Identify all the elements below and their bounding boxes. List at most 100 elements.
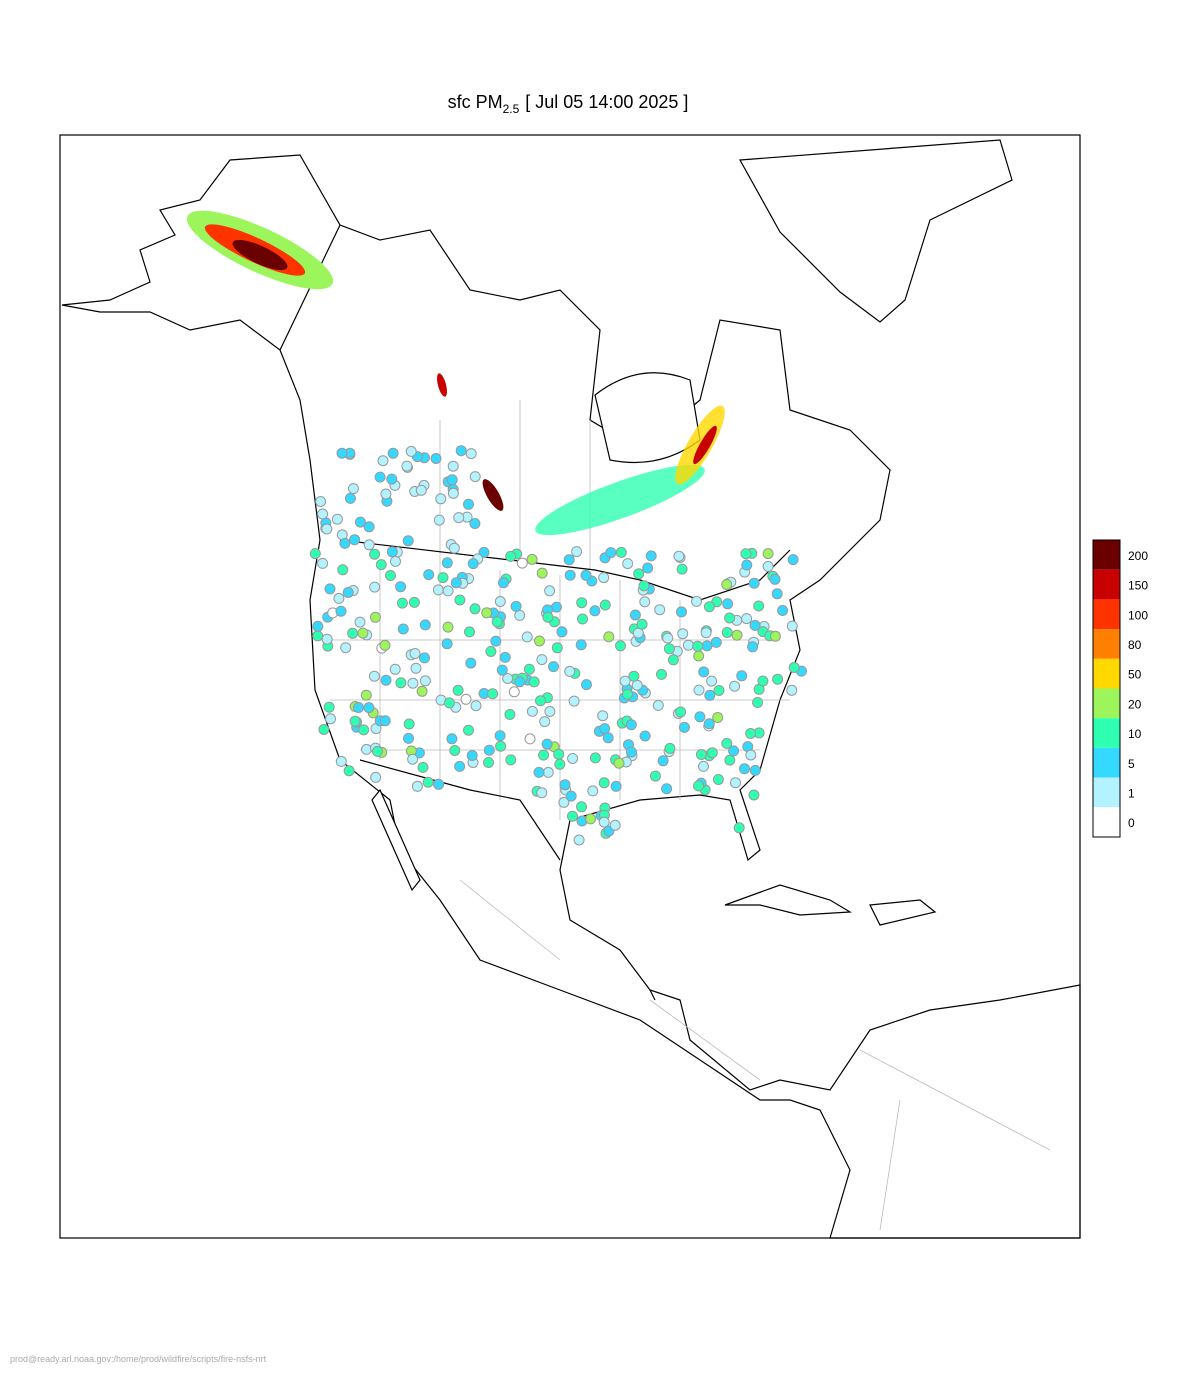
station-dot <box>571 546 583 558</box>
station-dot <box>508 686 520 698</box>
station-dot <box>533 766 545 778</box>
station-dot <box>645 550 657 562</box>
station-dot <box>712 774 724 785</box>
station-dot <box>724 612 736 624</box>
legend-swatch <box>1093 718 1120 748</box>
station-dot <box>535 695 546 707</box>
station-dot <box>342 587 354 598</box>
station-dot <box>752 697 764 708</box>
station-dot <box>441 557 453 569</box>
station-dot <box>675 706 687 718</box>
station-dot <box>682 639 694 651</box>
station-dot <box>442 585 454 597</box>
station-dot <box>467 558 479 570</box>
plume <box>437 373 447 397</box>
legend-swatch <box>1093 747 1120 778</box>
legend-label: 50 <box>1128 668 1142 682</box>
station-dot <box>558 796 570 808</box>
station-dot <box>730 777 741 789</box>
station-dot <box>536 654 548 666</box>
land <box>61 139 1081 1239</box>
footer-path: prod@ready.arl.noaa.gov:/home/prod/wildf… <box>10 1354 267 1364</box>
station-dot <box>598 777 610 789</box>
station-dot <box>622 558 634 570</box>
station-dot <box>423 569 435 581</box>
station-dot <box>536 567 548 579</box>
station-dot <box>387 447 399 459</box>
station-dot <box>721 579 733 590</box>
station-dot <box>385 570 396 581</box>
station-dot <box>631 679 643 691</box>
station-dot <box>777 605 789 616</box>
station-dot <box>736 670 748 682</box>
station-dot <box>713 685 725 696</box>
station-dot <box>494 730 506 742</box>
station-dot <box>411 780 423 792</box>
station-dot <box>389 663 401 675</box>
station-dot <box>602 732 614 744</box>
station-dot <box>728 745 740 757</box>
station-dot <box>336 447 348 459</box>
legend-label: 1 <box>1128 786 1135 800</box>
station-dot <box>589 752 601 764</box>
station-dot <box>521 631 533 643</box>
station-dot <box>740 548 752 560</box>
station-dot <box>419 652 430 664</box>
title-suffix: [ Jul 05 14:00 2025 ] <box>525 92 688 112</box>
station-dot <box>772 673 784 685</box>
legend-label: 80 <box>1128 638 1142 652</box>
station-dot <box>636 618 648 630</box>
station-dot <box>324 583 336 595</box>
station-dot <box>347 627 359 639</box>
station-dot <box>369 581 381 593</box>
station-dot <box>463 498 474 510</box>
station-dot <box>442 621 454 633</box>
legend-swatch <box>1093 569 1120 600</box>
station-dot <box>661 783 673 795</box>
station-dot <box>700 627 712 639</box>
station-dot <box>321 633 333 645</box>
legend-swatch <box>1093 777 1120 808</box>
legend-label: 20 <box>1128 697 1142 711</box>
station-dot <box>415 484 427 496</box>
station-dot <box>375 559 387 571</box>
station-dot <box>390 555 401 567</box>
station-dot <box>642 562 654 574</box>
station-dot <box>505 550 517 562</box>
station-dot <box>748 577 760 589</box>
station-dot <box>786 620 798 632</box>
station-dot <box>495 740 507 752</box>
station-dot <box>370 771 382 783</box>
station-dot <box>315 496 327 507</box>
station-dot <box>368 670 380 682</box>
station-dot <box>485 646 497 657</box>
station-dot <box>454 760 466 772</box>
station-dot <box>463 724 474 736</box>
station-dot <box>491 616 503 628</box>
station-dot <box>567 810 578 822</box>
station-dot <box>693 780 704 792</box>
station-dot <box>317 508 329 520</box>
station-dot <box>703 718 715 730</box>
title-subscript: 2.5 <box>503 102 520 116</box>
station-dot <box>446 733 458 745</box>
station-dot <box>433 514 445 526</box>
baja-gulf <box>371 788 421 892</box>
station-dot <box>469 518 481 529</box>
station-dot <box>576 597 588 609</box>
station-dot <box>369 548 381 560</box>
station-dot <box>554 758 566 770</box>
station-dot <box>676 606 687 618</box>
legend-swatch <box>1093 688 1120 719</box>
station-dot <box>745 749 757 761</box>
station-dot <box>447 487 459 499</box>
station-dot <box>377 455 389 467</box>
station-dot <box>757 675 769 687</box>
station-dot <box>544 706 556 717</box>
station-dot <box>598 572 610 584</box>
station-dot <box>349 715 361 727</box>
station-dot <box>514 676 526 688</box>
station-dot <box>769 573 781 585</box>
station-dot <box>403 718 415 730</box>
